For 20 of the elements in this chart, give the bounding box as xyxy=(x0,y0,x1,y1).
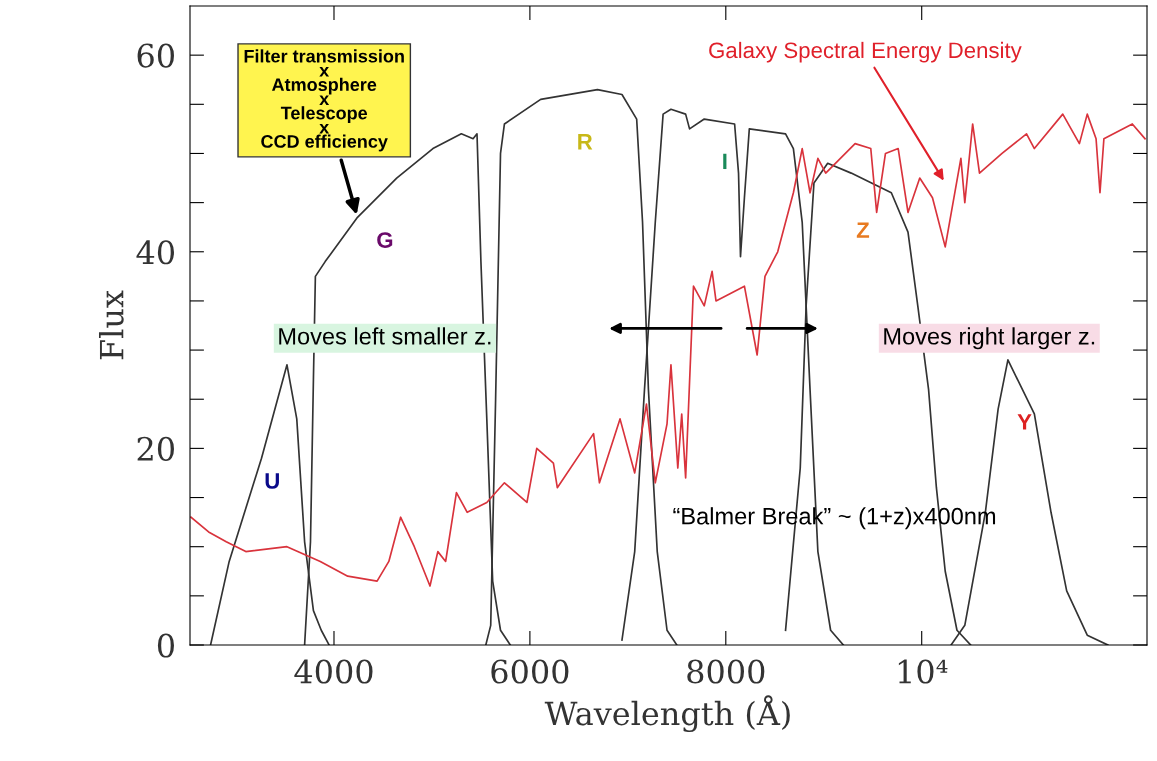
y-axis-title: Flux xyxy=(98,290,124,360)
y-tick-label: 60 xyxy=(137,43,174,68)
annotation: Z xyxy=(856,222,870,238)
annotation: R xyxy=(578,134,593,150)
x-tick-label: 6000 xyxy=(491,659,569,684)
annotation: Galaxy Spectral Energy Density xyxy=(709,41,1022,63)
annotation: G xyxy=(377,232,393,248)
annotation: Filter transmission x Atmosphere x Telescope x CCD efficiency xyxy=(244,49,404,152)
annotation: U xyxy=(265,473,279,489)
annotation: Moves left smaller z. xyxy=(279,327,491,345)
y-tick-label: 0 xyxy=(157,633,174,658)
y-tick-label: 20 xyxy=(137,436,174,461)
x-tick-label: 4000 xyxy=(294,659,373,684)
x-axis-title: Wavelength (Å) xyxy=(544,695,790,733)
annotation: Moves right larger z. xyxy=(884,327,1095,350)
annotation: I xyxy=(723,153,727,170)
x-tick-label: 8000 xyxy=(687,659,765,684)
annotation: Y xyxy=(1017,414,1032,430)
y-tick-label: 40 xyxy=(136,240,174,265)
x-tick-label: 10⁴ xyxy=(898,659,948,684)
